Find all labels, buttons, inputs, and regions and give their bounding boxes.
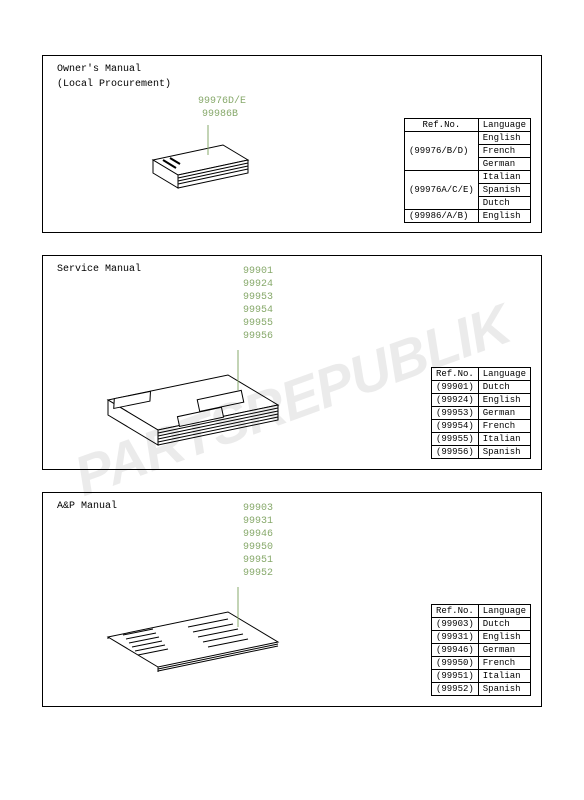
table-cell: German (478, 407, 530, 420)
table-cell: Dutch (478, 618, 530, 631)
table-cell: (99956) (431, 446, 478, 459)
ref-item: 99950 (243, 541, 273, 554)
book-icon (148, 125, 258, 200)
ref-numbers: 99903 99931 99946 99950 99951 99952 (243, 502, 273, 580)
table-cell: Spanish (478, 683, 530, 696)
table-cell: English (478, 132, 530, 145)
panel-title: Service Manual (43, 256, 541, 275)
ref-item: 99976D/E (198, 95, 246, 108)
ref-item: 99954 (243, 304, 273, 317)
table-cell: (99952) (431, 683, 478, 696)
table-cell: Dutch (478, 381, 530, 394)
table-cell: (99954) (431, 420, 478, 433)
table-cell: (99976/B/D) (404, 132, 478, 171)
table-cell: (99950) (431, 657, 478, 670)
table-cell: (99931) (431, 631, 478, 644)
table-cell: English (478, 631, 530, 644)
ref-table-service: Ref.No. Language (99901)Dutch (99924)Eng… (431, 367, 531, 459)
table-header: Language (478, 119, 530, 132)
ref-table-ap: Ref.No. Language (99903)Dutch (99931)Eng… (431, 604, 531, 696)
table-header: Ref.No. (431, 368, 478, 381)
table-cell: English (478, 210, 530, 223)
ref-item: 99953 (243, 291, 273, 304)
book-icon (98, 587, 288, 697)
table-cell: English (478, 394, 530, 407)
table-cell: French (478, 657, 530, 670)
table-header: Ref.No. (431, 605, 478, 618)
table-cell: (99976A/C/E) (404, 171, 478, 210)
ref-item: 99924 (243, 278, 273, 291)
panel-title: A&P Manual (43, 493, 541, 512)
table-cell: German (478, 158, 530, 171)
book-icon (98, 350, 288, 460)
table-cell: Spanish (478, 446, 530, 459)
table-cell: Italian (478, 433, 530, 446)
ref-item: 99952 (243, 567, 273, 580)
table-cell: (99924) (431, 394, 478, 407)
table-cell: (99951) (431, 670, 478, 683)
ref-item: 99903 (243, 502, 273, 515)
table-header: Ref.No. (404, 119, 478, 132)
table-header: Language (478, 368, 530, 381)
ref-item: 99946 (243, 528, 273, 541)
ref-item: 99931 (243, 515, 273, 528)
panel-owner-manual: Owner's Manual (Local Procurement) 99976… (42, 55, 542, 233)
table-cell: French (478, 145, 530, 158)
panel-body: 99903 99931 99946 99950 99951 99952 Ref.… (43, 512, 541, 725)
ref-item: 99955 (243, 317, 273, 330)
table-cell: (99903) (431, 618, 478, 631)
panel-subtitle: (Local Procurement) (43, 75, 541, 90)
table-cell: Italian (478, 171, 530, 184)
ref-table-owner: Ref.No. Language (99976/B/D)English Fren… (404, 118, 531, 223)
panel-ap-manual: A&P Manual (42, 492, 542, 707)
ref-item: 99956 (243, 330, 273, 343)
table-cell: French (478, 420, 530, 433)
panel-title: Owner's Manual (43, 56, 541, 75)
table-cell: (99901) (431, 381, 478, 394)
table-cell: Dutch (478, 197, 530, 210)
table-cell: German (478, 644, 530, 657)
ref-numbers: 99976D/E 99986B (198, 95, 246, 121)
table-cell: Spanish (478, 184, 530, 197)
table-cell: (99955) (431, 433, 478, 446)
table-header: Language (478, 605, 530, 618)
table-cell: (99946) (431, 644, 478, 657)
ref-item: 99986B (198, 108, 246, 121)
table-cell: (99986/A/B) (404, 210, 478, 223)
panel-body: 99976D/E 99986B Ref.No. Language (99976/… (43, 90, 541, 266)
table-cell: (99953) (431, 407, 478, 420)
page-container: Owner's Manual (Local Procurement) 99976… (0, 0, 584, 800)
ref-item: 99901 (243, 265, 273, 278)
ref-item: 99951 (243, 554, 273, 567)
panel-service-manual: Service Manual 99901 (42, 255, 542, 470)
table-cell: Italian (478, 670, 530, 683)
ref-numbers: 99901 99924 99953 99954 99955 99956 (243, 265, 273, 343)
panel-body: 99901 99924 99953 99954 99955 99956 Ref.… (43, 275, 541, 488)
